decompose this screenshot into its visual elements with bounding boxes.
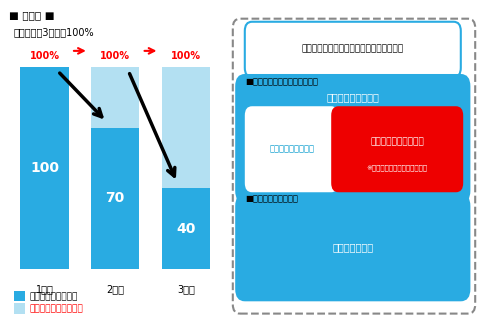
FancyBboxPatch shape [245, 22, 461, 77]
Text: 3年目: 3年目 [177, 284, 195, 294]
Text: 1年目: 1年目 [36, 284, 53, 294]
FancyBboxPatch shape [235, 194, 470, 301]
FancyBboxPatch shape [235, 74, 470, 203]
Text: 国際線長距離ボーナス: 国際線長距離ボーナス [371, 138, 424, 147]
Text: ■新規ネットワーク拡充のため: ■新規ネットワーク拡充のため [245, 77, 318, 86]
Text: ■ 割引率 ■: ■ 割引率 ■ [9, 11, 55, 20]
Bar [20, 67, 69, 269]
Text: 2年目: 2年目 [106, 284, 124, 294]
Bar [162, 188, 210, 269]
Text: 100%: 100% [171, 51, 201, 61]
FancyBboxPatch shape [245, 106, 338, 192]
Text: 国際線朝発ボーナス: 国際線朝発ボーナス [269, 144, 314, 153]
Text: ※旅客便かつ成田空港新規路線: ※旅客便かつ成田空港新規路線 [367, 164, 428, 171]
Bar [91, 128, 140, 269]
Bar [162, 67, 210, 188]
Text: 成田ハブ化促進インセンティブ（国際線）: 成田ハブ化促進インセンティブ（国際線） [302, 44, 404, 53]
Text: 100: 100 [30, 161, 59, 175]
Text: 40: 40 [176, 222, 195, 236]
Text: 70: 70 [106, 191, 125, 205]
Bar [91, 67, 140, 128]
Text: 100%: 100% [100, 51, 130, 61]
Bar [13, 303, 24, 314]
Text: 国際線増量割引: 国際線増量割引 [332, 243, 373, 252]
Text: 国際線新規就航割引: 国際線新規就航割引 [326, 92, 379, 102]
Text: 国際線新規就航割引: 国際線新規就航割引 [29, 292, 77, 301]
Text: ■既存路線増強のため: ■既存路線増強のため [245, 194, 298, 203]
Text: 国際線長距離ボーナス: 国際線長距離ボーナス [29, 304, 83, 313]
Text: 100%: 100% [30, 51, 60, 61]
FancyBboxPatch shape [331, 106, 463, 192]
Text: 就航日から3年間：100%: 就航日から3年間：100% [13, 27, 94, 37]
Bar [13, 292, 24, 301]
